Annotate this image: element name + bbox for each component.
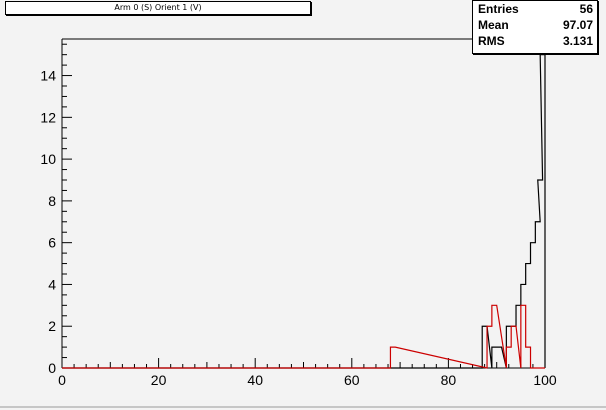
stat-value: 3.131 xyxy=(562,34,593,48)
histogram-series-red xyxy=(62,304,545,369)
y-tick-label: 0 xyxy=(48,360,56,376)
y-tick-label: 6 xyxy=(48,235,56,251)
stat-label: Mean xyxy=(478,18,509,32)
histogram-series xyxy=(62,54,546,369)
y-tick-label: 4 xyxy=(48,276,56,292)
x-tick-label: 60 xyxy=(344,372,360,388)
stat-value: 97.07 xyxy=(562,18,593,32)
x-tick-label: 80 xyxy=(441,372,457,388)
y-axis-ticks: 0 2 4 6 8 10 12 14 xyxy=(40,43,72,376)
stat-label: RMS xyxy=(478,34,505,48)
stat-label: Entries xyxy=(478,2,519,16)
histogram-title: Arm 0 (S) Orient 1 (V) xyxy=(5,1,311,15)
y-tick-label: 12 xyxy=(40,109,56,125)
stat-row-mean: Mean 97.07 xyxy=(478,17,593,33)
y-tick-label: 10 xyxy=(40,151,56,167)
histogram-series-black xyxy=(62,54,546,369)
statistics-box: Entries 56 Mean 97.07 RMS 3.131 xyxy=(472,0,598,54)
x-tick-label: 40 xyxy=(247,372,263,388)
y-tick-label: 14 xyxy=(40,68,56,84)
x-tick-label: 20 xyxy=(151,372,167,388)
y-tick-label: 8 xyxy=(48,193,56,209)
stat-value: 56 xyxy=(579,2,593,16)
stat-row-rms: RMS 3.131 xyxy=(478,33,593,49)
x-tick-label: 0 xyxy=(58,372,66,388)
stat-row-entries: Entries 56 xyxy=(478,1,593,17)
y-tick-label: 2 xyxy=(48,318,56,334)
x-tick-label: 100 xyxy=(533,372,557,388)
